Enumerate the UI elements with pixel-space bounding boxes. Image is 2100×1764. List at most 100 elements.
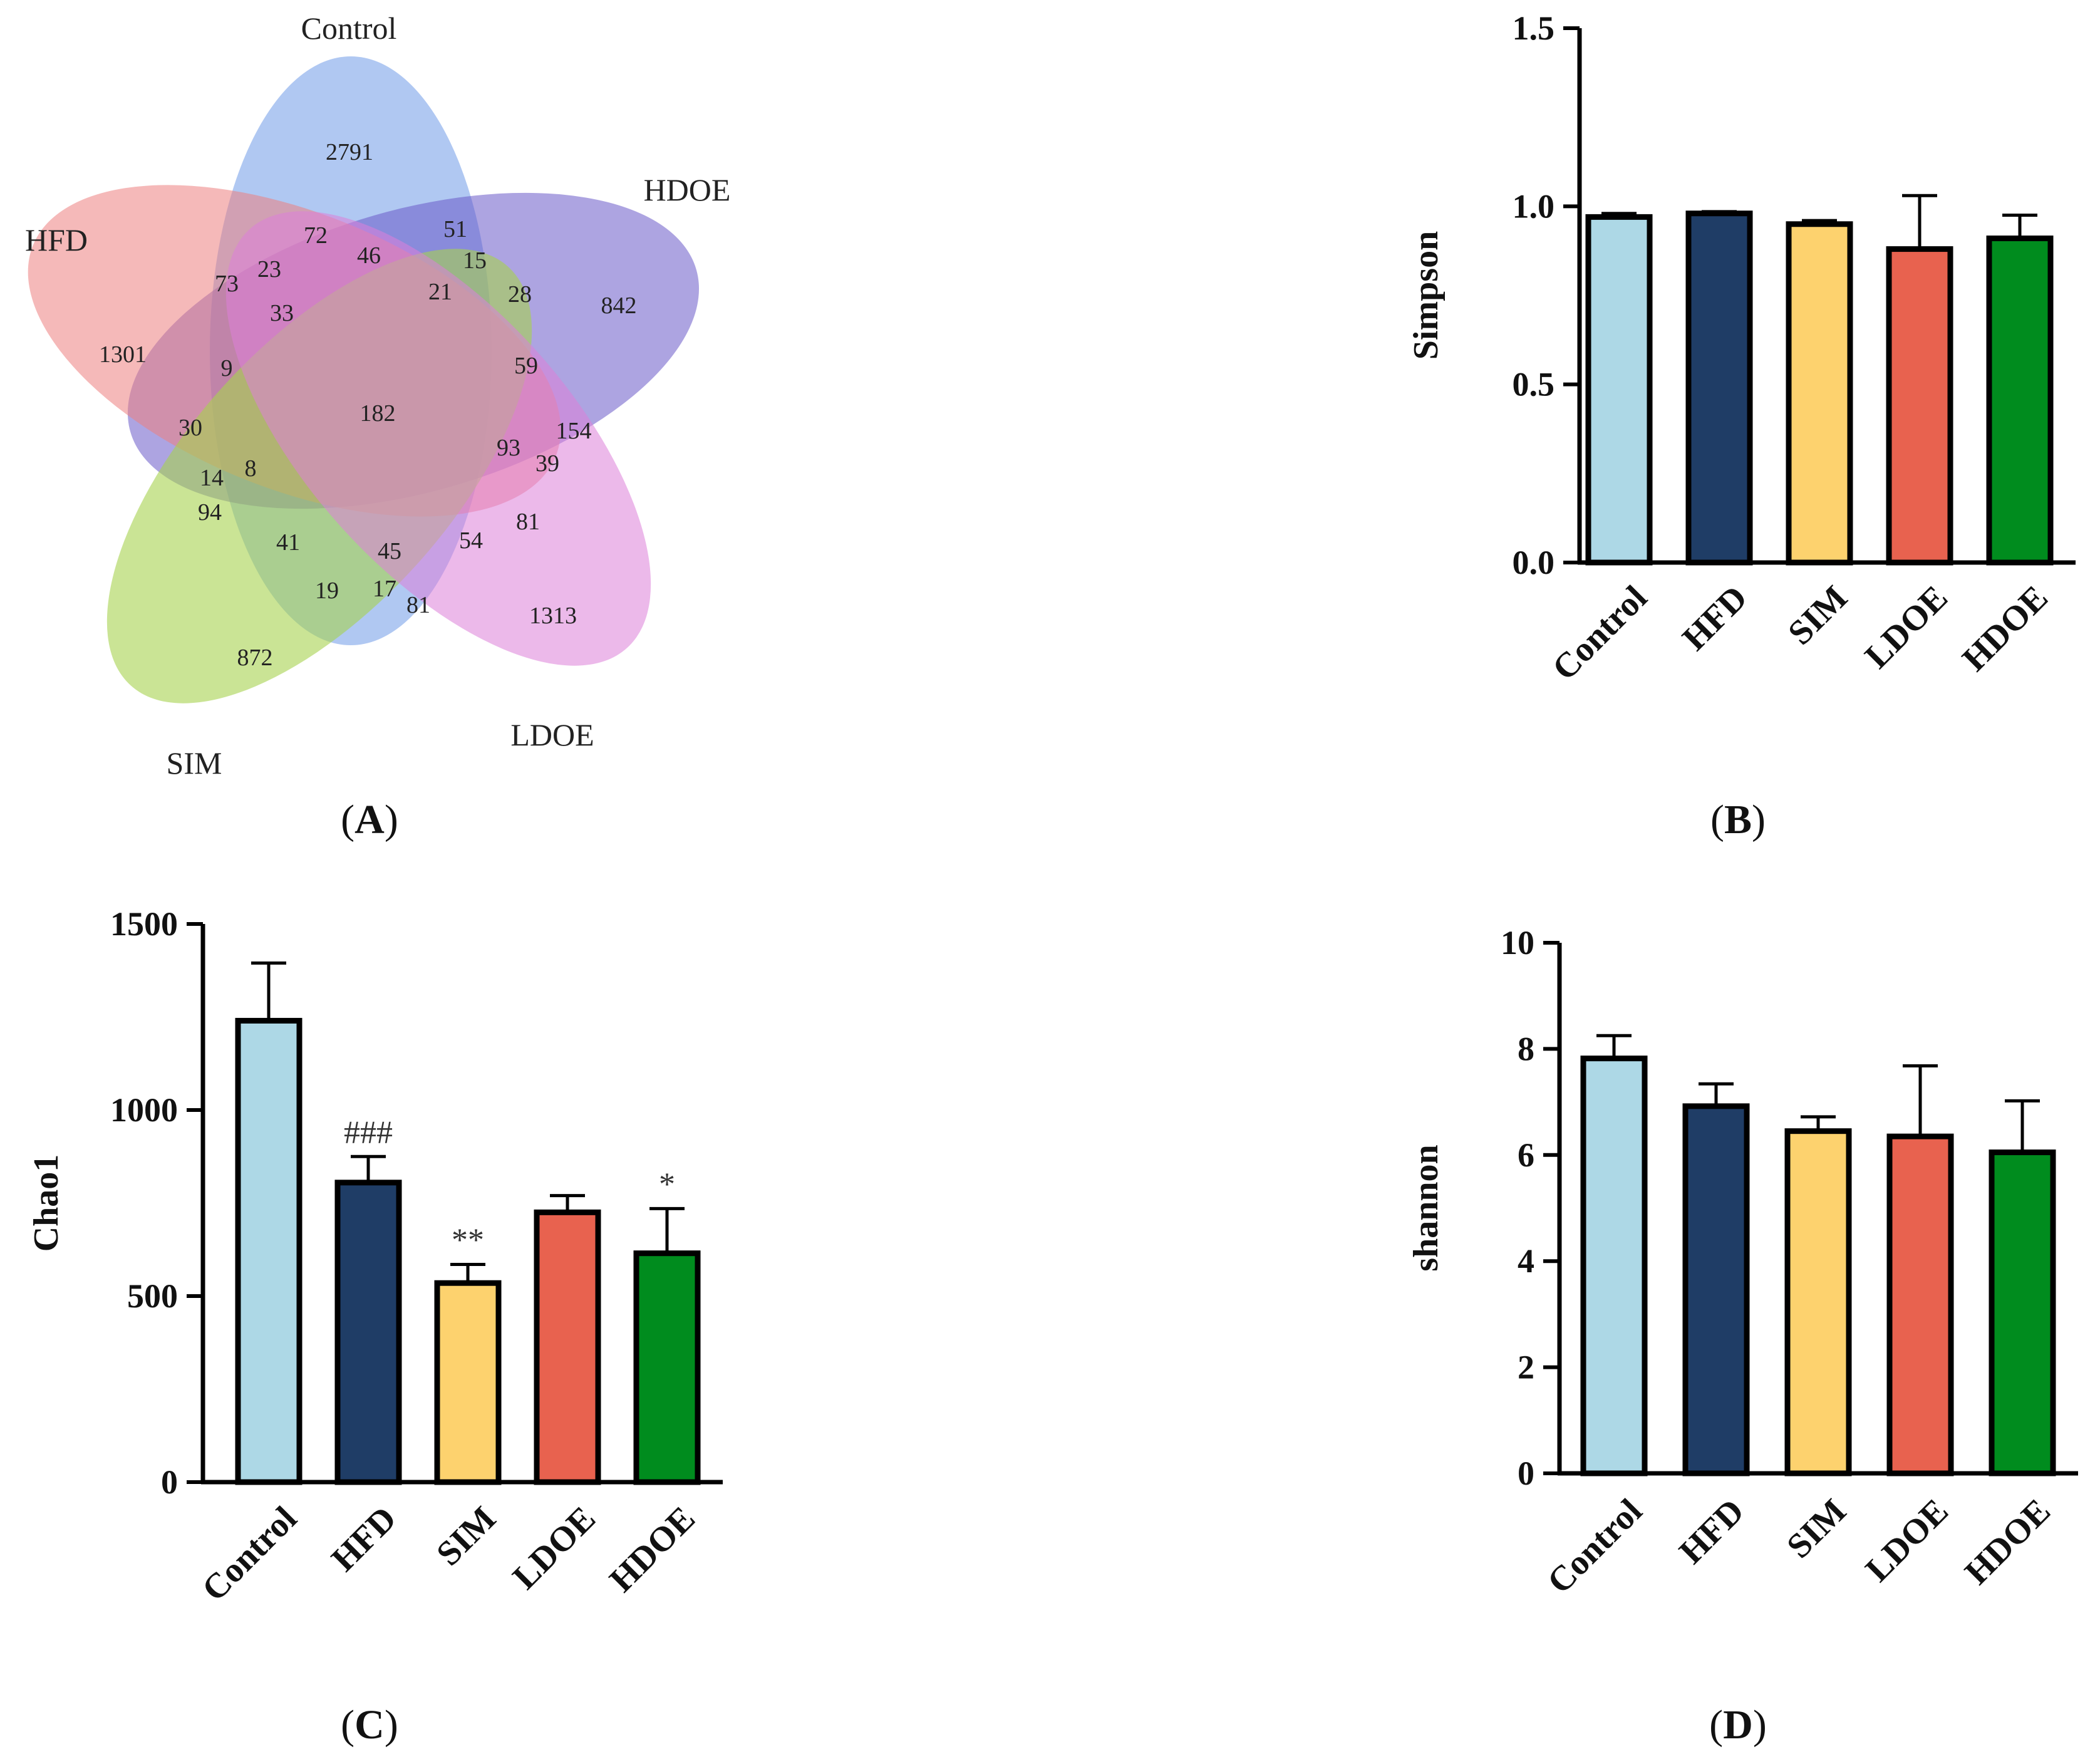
x-tick-label: HFD (1672, 1492, 1751, 1571)
venn-count: 54 (459, 527, 483, 554)
y-tick-label: 10 (1501, 924, 1534, 962)
venn-diagram: Control HDOE HFD SIM LDOE 2791 842 1301 … (25, 11, 731, 781)
bar-sim (1786, 221, 1853, 566)
venn-set-label-hdoe: HDOE (644, 172, 731, 207)
y-axis-label: shannon (1407, 1144, 1446, 1271)
venn-count: 14 (200, 465, 224, 491)
panel-label-paren: ) (385, 797, 398, 843)
venn-count: 81 (516, 509, 540, 535)
bar-ldoe (534, 1209, 601, 1485)
bar-hdoe (633, 1250, 701, 1485)
panel-label-paren: ( (1710, 797, 1724, 843)
significance-marker: ### (344, 1114, 393, 1150)
shannon-bar-chart: 0 2 4 6 8 10 shannon Control HFD SIM LDOE HDOE (1407, 924, 2078, 1601)
y-tick-label: 8 (1518, 1030, 1534, 1067)
venn-count: 45 (378, 538, 401, 564)
venn-count: 17 (373, 576, 396, 602)
venn-count: 15 (463, 247, 487, 274)
x-tick-label: LDOE (505, 1499, 603, 1597)
y-tick-label: 1000 (110, 1091, 178, 1129)
venn-count: 19 (315, 578, 339, 604)
venn-count: 73 (215, 271, 239, 297)
panel-label-paren: ( (341, 797, 354, 843)
y-tick-label: 0.5 (1513, 366, 1555, 403)
x-tick-label: HDOE (1957, 1492, 2057, 1592)
y-axis-label: Chao1 (27, 1154, 66, 1252)
venn-count: 23 (257, 256, 281, 283)
x-tick-label: SIM (1779, 1492, 1854, 1566)
panel-label-a: (A) (341, 797, 398, 843)
venn-count: 33 (270, 300, 294, 326)
venn-set-label-sim: SIM (167, 745, 222, 781)
venn-count: 28 (508, 281, 532, 308)
venn-count: 842 (601, 293, 637, 319)
bar-control (1580, 1056, 1648, 1476)
venn-ellipse-ldoe (225, 211, 651, 666)
bar-ldoe (1886, 246, 1953, 566)
bar-control (1585, 214, 1653, 566)
venn-count: 46 (357, 242, 381, 269)
panel-label-letter: B (1724, 797, 1752, 843)
venn-count: 1313 (529, 603, 577, 629)
venn-count: 872 (237, 645, 273, 671)
panel-label-c: (C) (341, 1702, 398, 1748)
x-tick-label: SIM (429, 1499, 504, 1574)
panel-label-d: (D) (1709, 1702, 1767, 1748)
panel-label-letter: C (354, 1702, 385, 1748)
venn-count: 51 (443, 216, 467, 242)
y-axis-label: Simpson (1407, 231, 1446, 360)
panel-label-paren: ) (1753, 1702, 1767, 1748)
panel-label-letter: D (1723, 1702, 1753, 1748)
bar-sim (434, 1280, 502, 1485)
significance-marker: * (659, 1166, 675, 1202)
y-tick-label: 500 (127, 1277, 178, 1315)
bar-sim (1784, 1128, 1852, 1476)
bar-hdoe (1989, 1149, 2056, 1476)
bar-control (235, 1017, 303, 1485)
venn-count: 154 (556, 418, 592, 444)
venn-count: 9 (221, 355, 233, 381)
panel-label-b: (B) (1710, 797, 1766, 843)
x-tick-label: SIM (1781, 578, 1855, 653)
significance-marker: ** (452, 1223, 484, 1258)
venn-count: 2791 (326, 139, 373, 165)
y-tick-label: 1.0 (1513, 187, 1555, 225)
venn-count: 41 (276, 529, 300, 556)
bar-hfd (334, 1180, 402, 1485)
y-tick-label: 6 (1518, 1136, 1534, 1174)
y-tick-label: 1500 (110, 905, 178, 943)
venn-count: 94 (198, 499, 222, 526)
venn-set-label-hfd: HFD (25, 222, 88, 257)
panel-label-paren: ( (341, 1702, 354, 1748)
y-tick-label: 0.0 (1513, 544, 1555, 581)
venn-set-label-control: Control (301, 11, 397, 46)
y-tick-label: 2 (1518, 1349, 1534, 1386)
venn-count: 93 (497, 435, 520, 461)
y-tick-label: 0 (161, 1463, 178, 1501)
panel-label-paren: ( (1709, 1702, 1723, 1748)
y-tick-label: 4 (1518, 1242, 1534, 1280)
bar-hdoe (1986, 236, 2054, 566)
venn-count: 72 (304, 222, 328, 249)
x-tick-label: Control (195, 1499, 304, 1609)
x-tick-label: LDOE (1858, 1492, 1956, 1589)
y-tick-label: 0 (1518, 1455, 1534, 1492)
x-tick-label: HFD (324, 1499, 403, 1579)
venn-count: 59 (514, 353, 538, 379)
x-tick-label: LDOE (1858, 578, 1955, 676)
venn-count: 8 (245, 455, 257, 482)
bar-ldoe (1886, 1133, 1954, 1476)
panel-label-paren: ) (1752, 797, 1766, 843)
venn-count: 1301 (99, 341, 147, 368)
x-tick-label: HDOE (1955, 578, 2055, 678)
venn-count: 81 (406, 592, 430, 618)
x-tick-label: HDOE (602, 1499, 702, 1599)
y-tick-label: 1.5 (1513, 9, 1555, 47)
venn-count: 21 (428, 279, 452, 305)
bar-hfd (1685, 210, 1753, 566)
venn-set-label-ldoe: LDOE (510, 717, 594, 752)
x-tick-label: Control (1545, 578, 1655, 688)
x-tick-label: Control (1540, 1492, 1650, 1601)
simpson-bar-chart: 0.0 0.5 1.0 1.5 Simpson Control HFD SIM LDOE HDOE (1407, 9, 2076, 688)
